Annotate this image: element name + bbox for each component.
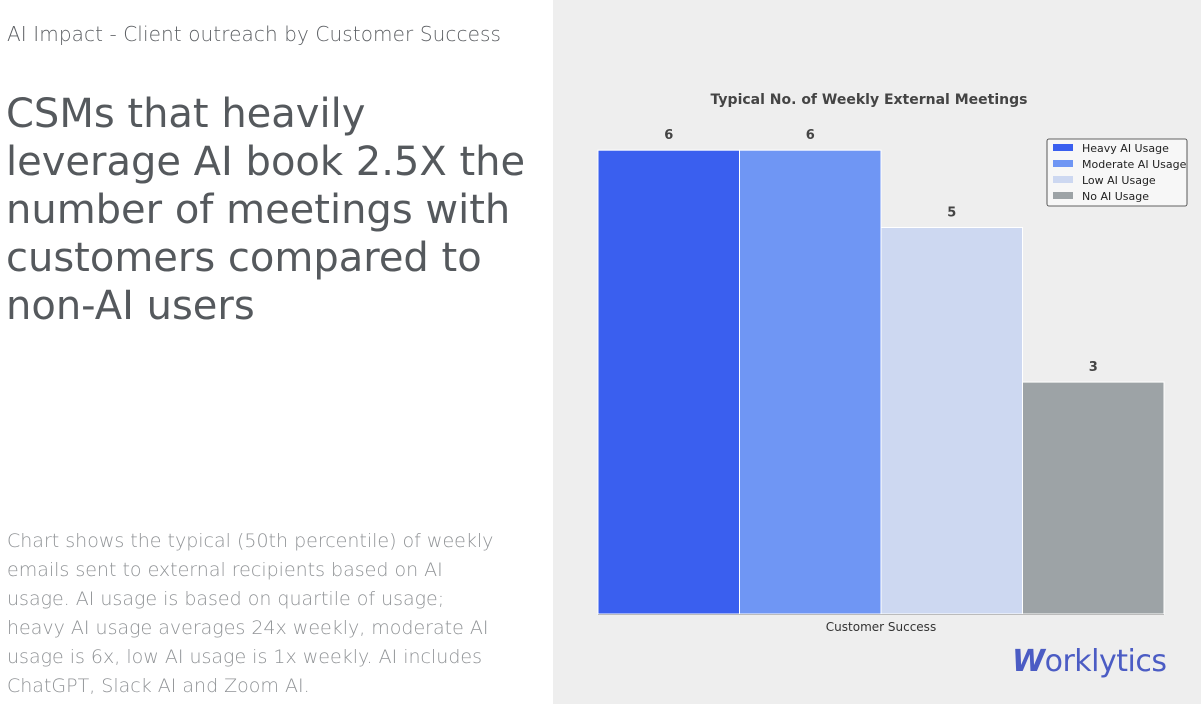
legend-label: Heavy AI Usage [1082,142,1169,155]
x-tick-label: Customer Success [826,620,936,634]
bar-value-label: 3 [1089,360,1098,375]
legend-box [1046,138,1188,207]
left-panel: AI Impact - Client outreach by Customer … [0,0,553,704]
chart-panel: Typical No. of Weekly External Meetings 6… [553,0,1201,704]
worklytics-logo: Worklytics [1012,644,1167,679]
bar-value-label: 6 [664,128,673,143]
legend-swatch [1053,192,1073,199]
bar-low-ai-usage [880,226,1023,615]
chart-description: Chart shows the typical (50th percentile… [7,530,494,697]
legend-swatch [1053,176,1073,183]
bar-moderate-ai-usage [739,149,882,615]
legend-swatch [1053,144,1073,151]
legend-label: No AI Usage [1082,190,1149,203]
legend-label: Moderate AI Usage [1082,158,1187,171]
legend-swatch [1053,160,1073,167]
chart-title: Typical No. of Weekly External Meetings [711,92,1028,108]
slide-kicker: AI Impact - Client outreach by Customer … [7,22,502,46]
bar-no-ai-usage [1022,381,1165,615]
slide-headline: CSMs that heavily leverage AI book 2.5X … [6,91,526,329]
legend-label: Low AI Usage [1082,174,1156,187]
logo-wordmark: orklytics [1044,644,1167,679]
bar-value-label: 5 [947,205,956,220]
logo-initial: W [1012,644,1045,679]
bar-chart: Typical No. of Weekly External Meetings 6… [597,92,1188,634]
bar-value-label: 6 [806,128,815,143]
bar-heavy-ai-usage [597,149,740,615]
